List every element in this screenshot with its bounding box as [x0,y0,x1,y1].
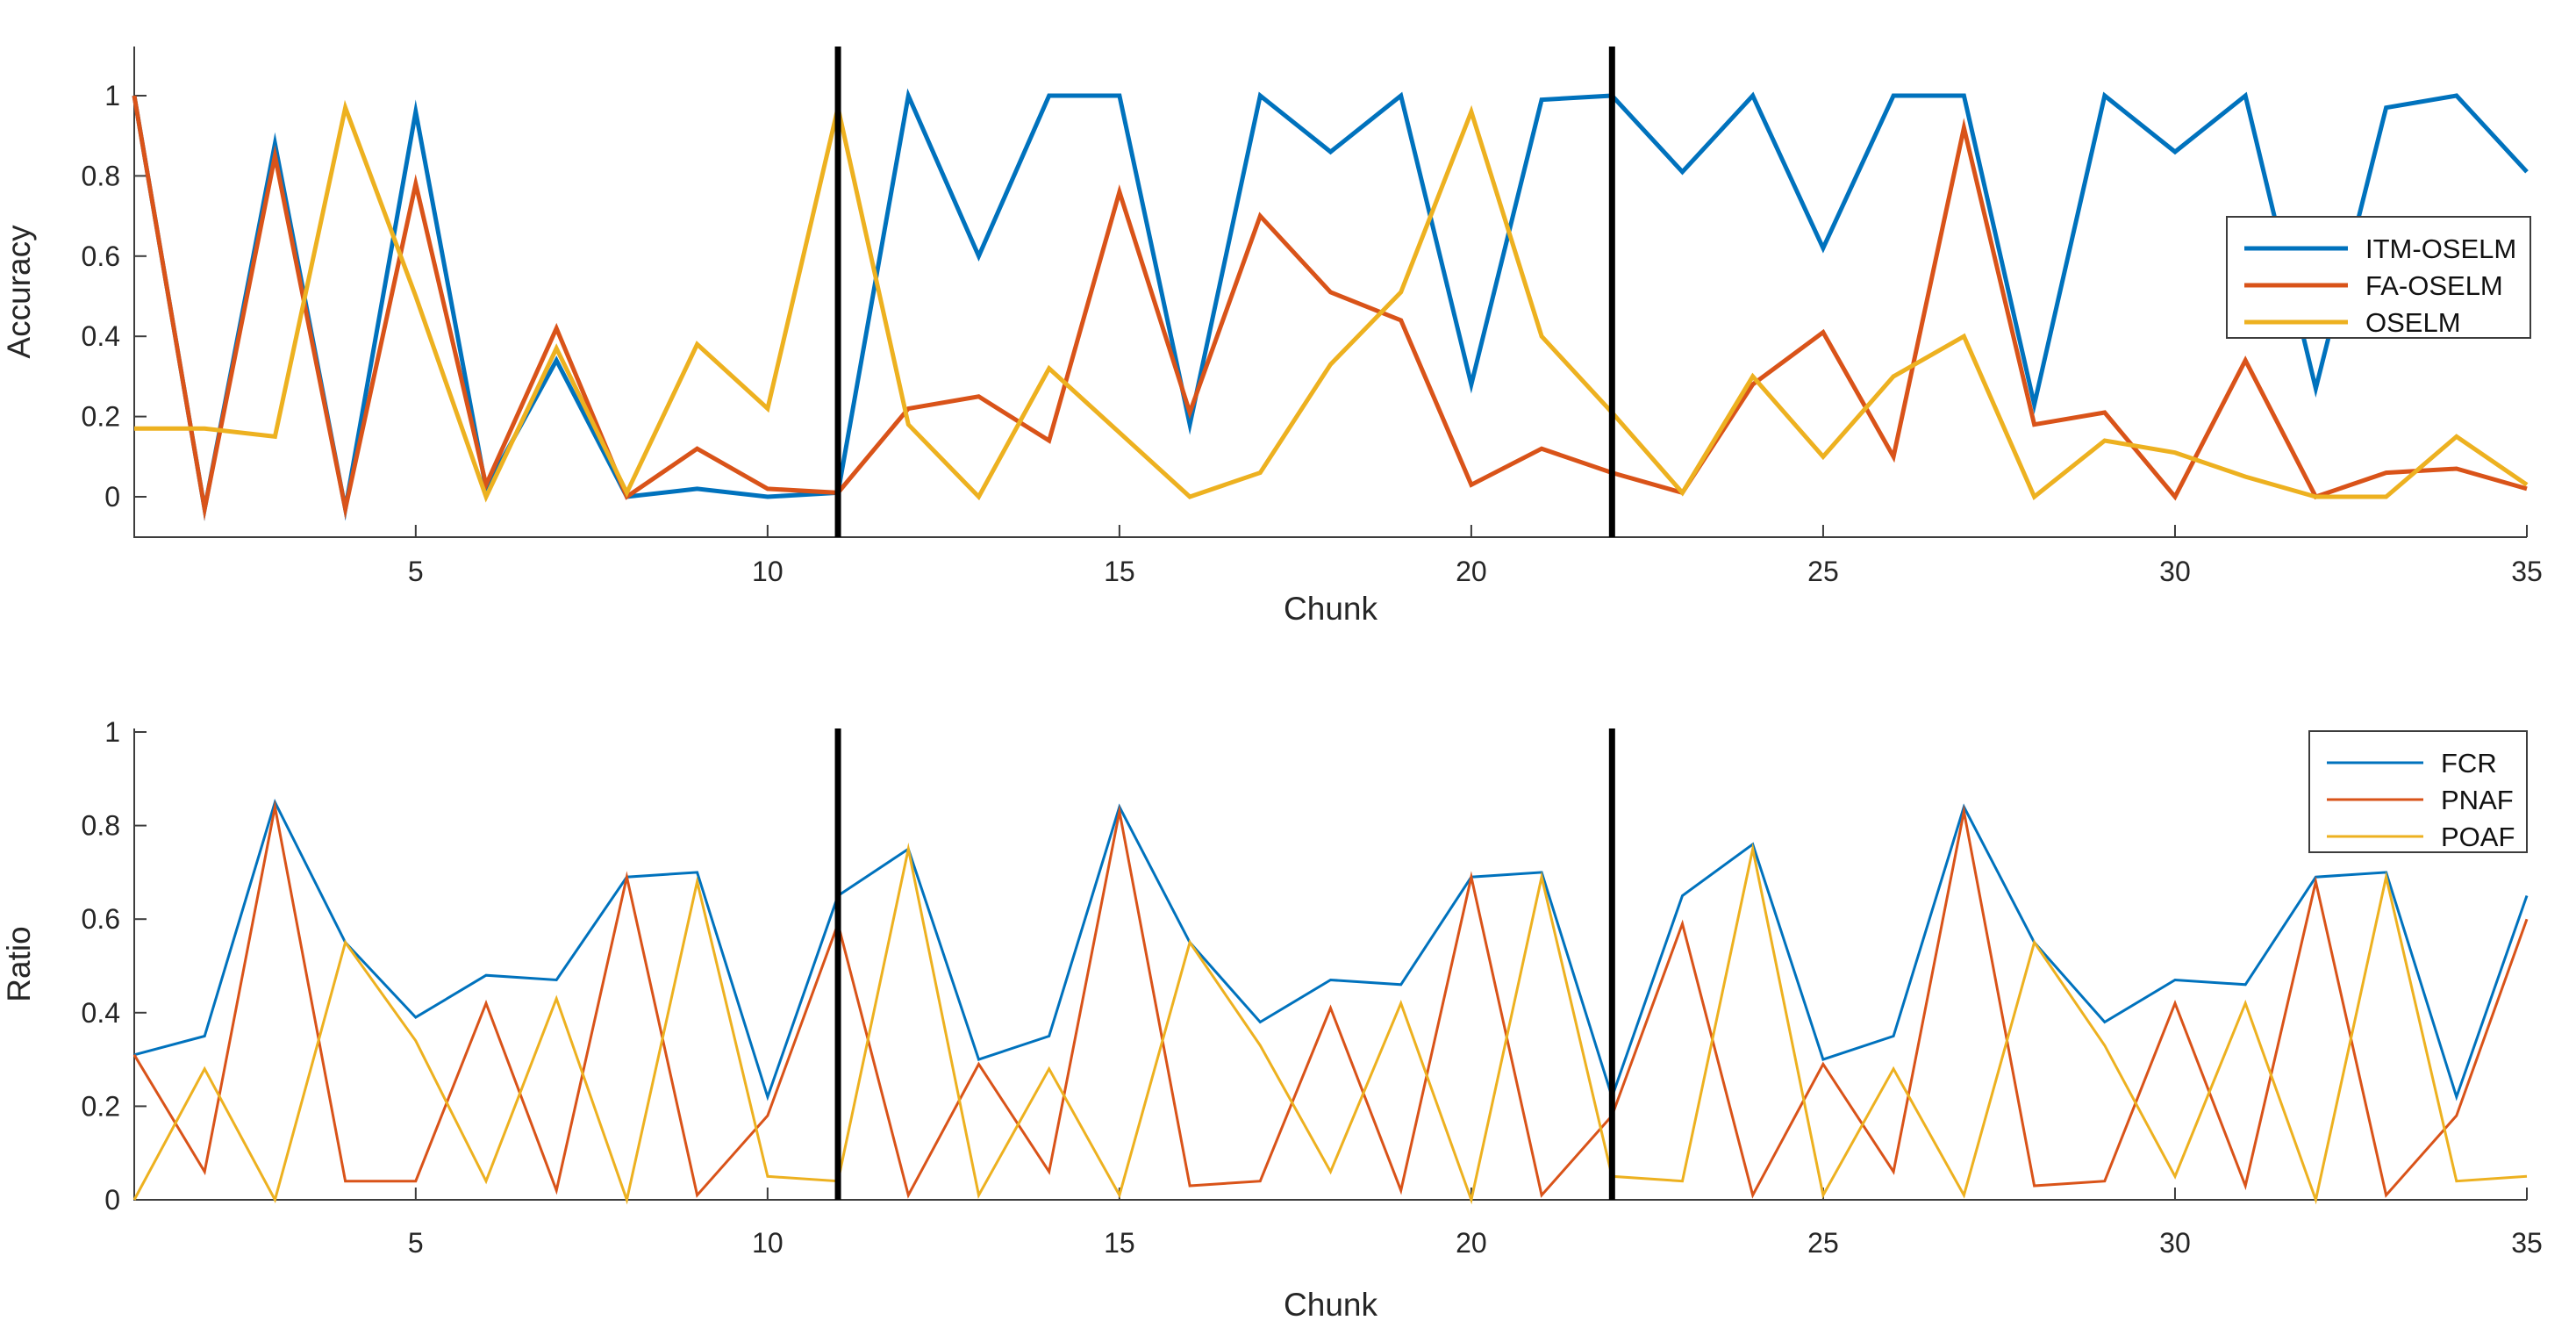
subplot-accuracy: 00.20.40.60.815 10 15 20 25 30 35ChunkAccuracy… [1,47,2543,627]
series-line-oselm [134,97,2529,503]
y-tick-label: 0 [104,481,120,513]
x-tick-label: 30 [2159,1227,2191,1259]
y-tick-label: 0.6 [82,903,120,935]
legend-label-poaf: POAF [2441,822,2515,852]
legend-label-fa-oselm: FA-OSELM [2365,270,2503,301]
y-tick-label: 1 [104,80,120,111]
y-tick-label: 0.4 [82,320,120,352]
x-tick-label: 15 [1104,1227,1135,1259]
y-tick-label: 0.8 [82,160,120,191]
legend-box [2308,730,2528,853]
series-line-poaf [132,842,2528,1205]
series-line-itm-oselm [132,88,2529,521]
x-tick-label: 5 [408,556,424,587]
y-tick-label: 0.2 [82,1090,120,1122]
legend-ratio: FCR PNAF POAF [2308,730,2528,853]
series-line-fa-oselm [132,95,2528,521]
x-tick-label: 35 [2511,556,2543,587]
x-tick-label: 10 [752,556,784,587]
x-tick-label: 25 [1807,556,1839,587]
y-axis-label: Accuracy [1,225,37,359]
x-tick-label: 20 [1456,556,1487,587]
y-tick-label: 0 [104,1184,120,1216]
x-tick-label: 25 [1807,1227,1839,1259]
series-line-fcr [133,798,2529,1102]
x-axis-label: Chunk [1284,1287,1377,1323]
y-tick-label: 0.4 [82,997,120,1029]
x-axis-label: Chunk [1284,591,1377,627]
legend-label-pnaf: PNAF [2441,785,2514,815]
legend-label-fcr: FCR [2441,748,2497,779]
x-tick-label: 20 [1456,1227,1487,1259]
x-tick-label: 35 [2511,1227,2543,1259]
y-tick-label: 0.6 [82,240,120,272]
y-axis-label: Ratio [1,926,37,1001]
x-tick-label: 10 [752,1227,784,1259]
legend-label-itm-oselm: ITM-OSELM [2365,233,2516,264]
y-tick-label: 0.2 [82,401,120,433]
subplot-ratio: 00.20.40.60.815 10 15 20 25 30 35ChunkRatioFCR… [1,716,2543,1323]
legend-label-oselm: OSELM [2365,307,2461,338]
series-line-pnaf [132,800,2529,1199]
x-tick-label: 5 [408,1227,424,1259]
legend-accuracy: ITM-OSELM FA-OSELM OSELM [2226,216,2531,339]
y-tick-label: 1 [104,716,120,748]
x-tick-label: 15 [1104,556,1135,587]
y-tick-label: 0.8 [82,810,120,842]
x-tick-label: 30 [2159,556,2191,587]
legend-box [2226,216,2531,339]
